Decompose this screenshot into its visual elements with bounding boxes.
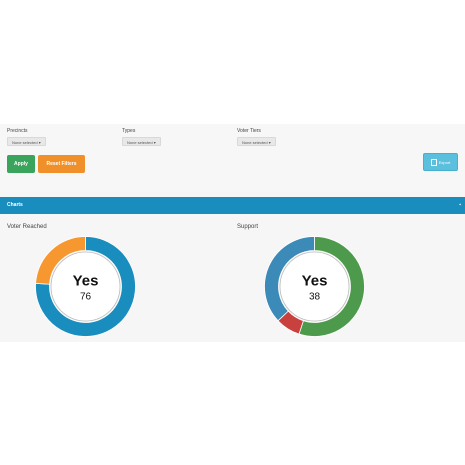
charts-panel-header[interactable]: Charts ▪: [0, 197, 465, 214]
donut-slice-remaining[interactable]: [264, 236, 315, 322]
precincts-select-value: None selected: [12, 140, 38, 145]
precincts-select[interactable]: None selected ▾: [7, 137, 46, 146]
donut-slice-yes[interactable]: [35, 236, 136, 337]
support-donut: Yes 38: [264, 236, 365, 337]
filter-bar: Precincts None selected ▾ Types None sel…: [0, 124, 465, 192]
donut-center-label: Yes: [73, 273, 99, 290]
donut-hole: [279, 251, 350, 322]
donut-slice-no[interactable]: [35, 236, 86, 285]
donut-hole: [50, 251, 121, 322]
donut-center-value: 38: [309, 292, 321, 303]
export-button[interactable]: Export: [423, 153, 458, 171]
donut-slice-yes[interactable]: [298, 236, 365, 337]
types-select-value: None selected: [127, 140, 153, 145]
caret-down-icon: ▾: [268, 140, 271, 145]
dashboard: Precincts None selected ▾ Types None sel…: [0, 124, 465, 342]
panel-title: Charts: [7, 202, 23, 208]
donut-center-value: 76: [80, 292, 92, 303]
voter-tiers-label: Voter Tiers: [237, 128, 261, 134]
precincts-label: Precincts: [7, 128, 28, 134]
voter-tiers-select-value: None selected: [242, 140, 268, 145]
types-label: Types: [122, 128, 136, 134]
types-select[interactable]: None selected ▾: [122, 137, 161, 146]
collapse-icon[interactable]: ▪: [459, 202, 461, 208]
apply-button[interactable]: Apply: [7, 155, 35, 173]
document-icon: [430, 159, 437, 167]
caret-down-icon: ▾: [38, 140, 41, 145]
voter-tiers-select[interactable]: None selected ▾: [237, 137, 276, 146]
caret-down-icon: ▾: [153, 140, 156, 145]
voter-reached-title: Voter Reached: [7, 224, 47, 230]
donut-center-label: Yes: [302, 273, 328, 290]
export-button-label: Export: [438, 160, 451, 165]
reset-filters-button[interactable]: Reset Filters: [38, 155, 85, 173]
voter-reached-donut: Yes 76: [35, 236, 136, 337]
support-title: Support: [237, 224, 259, 230]
